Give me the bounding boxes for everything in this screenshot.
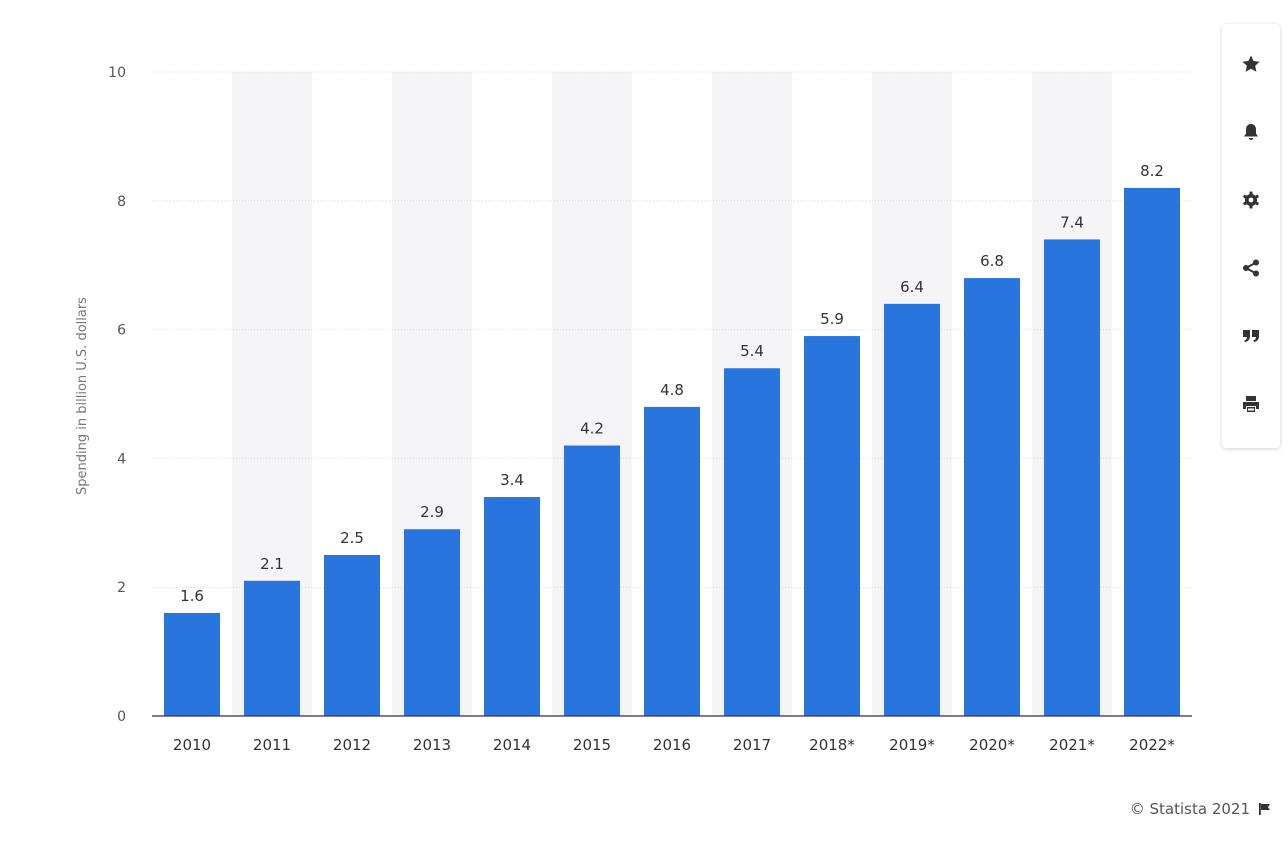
y-tick-label: 2 xyxy=(117,580,126,596)
data-label: 4.2 xyxy=(580,420,604,438)
settings-button[interactable] xyxy=(1222,168,1280,236)
share-button[interactable] xyxy=(1222,236,1280,304)
data-label: 2.9 xyxy=(420,503,444,521)
y-tick-label: 4 xyxy=(117,451,126,467)
print-button[interactable] xyxy=(1222,372,1280,440)
x-tick-label: 2016 xyxy=(653,736,691,754)
x-tick-label: 2021* xyxy=(1049,736,1095,754)
bell-icon xyxy=(1241,122,1261,146)
bars xyxy=(164,187,1180,717)
data-label: 6.8 xyxy=(980,252,1004,270)
data-label: 6.4 xyxy=(900,278,924,296)
chart-toolbar xyxy=(1222,24,1280,448)
x-tick-label: 2018* xyxy=(809,736,855,754)
data-label: 2.1 xyxy=(260,555,284,573)
cite-button[interactable] xyxy=(1222,304,1280,372)
x-tick-label: 2022* xyxy=(1129,736,1175,754)
data-label: 3.4 xyxy=(500,471,524,489)
bar[interactable] xyxy=(164,612,220,716)
star-icon xyxy=(1241,54,1261,78)
data-label: 8.2 xyxy=(1140,162,1164,180)
data-label: 4.8 xyxy=(660,381,684,399)
y-axis-label: Spending in billion U.S. dollars xyxy=(75,297,90,495)
value-labels: 1.6 2.1 2.5 2.9 3.4 4.2 4.8 5.4 5.9 6.4 6.8 7.4 8.2 xyxy=(180,162,1164,605)
share-icon xyxy=(1241,258,1261,282)
x-tick-label: 2012 xyxy=(333,736,371,754)
data-label: 1.6 xyxy=(180,587,204,605)
x-tick-label: 2014 xyxy=(493,736,531,754)
gear-icon xyxy=(1241,190,1261,214)
y-tick-label: 8 xyxy=(117,194,126,210)
bar[interactable] xyxy=(804,336,860,716)
data-label: 7.4 xyxy=(1060,213,1084,231)
y-tick-label: 6 xyxy=(117,323,126,339)
x-tick-label: 2019* xyxy=(889,736,935,754)
quote-icon xyxy=(1241,326,1261,350)
y-tick-label: 10 xyxy=(108,65,126,81)
statista-credit: © Statista 2021 xyxy=(1130,800,1272,818)
bar[interactable] xyxy=(404,529,460,716)
x-tick-label: 2011 xyxy=(253,736,291,754)
bar[interactable] xyxy=(724,368,780,716)
print-icon xyxy=(1241,394,1261,418)
bar[interactable] xyxy=(884,303,940,716)
notification-button[interactable] xyxy=(1222,100,1280,168)
favorite-button[interactable] xyxy=(1222,32,1280,100)
bar[interactable] xyxy=(644,406,700,716)
bar[interactable] xyxy=(564,445,620,716)
x-tick-label: 2010 xyxy=(173,736,211,754)
bar[interactable] xyxy=(964,278,1020,716)
x-tick-label: 2013 xyxy=(413,736,451,754)
data-label: 5.4 xyxy=(740,342,764,360)
bar[interactable] xyxy=(324,555,380,716)
bar[interactable] xyxy=(1124,187,1180,717)
bar[interactable] xyxy=(484,497,540,716)
bar[interactable] xyxy=(1044,239,1100,716)
chart: 0 2 4 6 8 10 Spending in billion U.S. dollars… xyxy=(75,65,1192,754)
x-tick-label: 2017 xyxy=(733,736,771,754)
data-label: 5.9 xyxy=(820,310,844,328)
x-tick-label: 2015 xyxy=(573,736,611,754)
x-tick-label: 2020* xyxy=(969,736,1015,754)
bar[interactable] xyxy=(244,580,300,716)
y-axis-ticks: 0 2 4 6 8 10 xyxy=(108,65,126,725)
credit-text[interactable]: © Statista 2021 xyxy=(1129,800,1250,818)
x-axis-ticks: 2010 2011 2012 2013 2014 2015 2016 2017 2018* 201… xyxy=(173,736,1175,754)
data-label: 2.5 xyxy=(340,529,364,547)
flag-icon[interactable] xyxy=(1258,802,1272,816)
y-tick-label: 0 xyxy=(117,709,126,725)
